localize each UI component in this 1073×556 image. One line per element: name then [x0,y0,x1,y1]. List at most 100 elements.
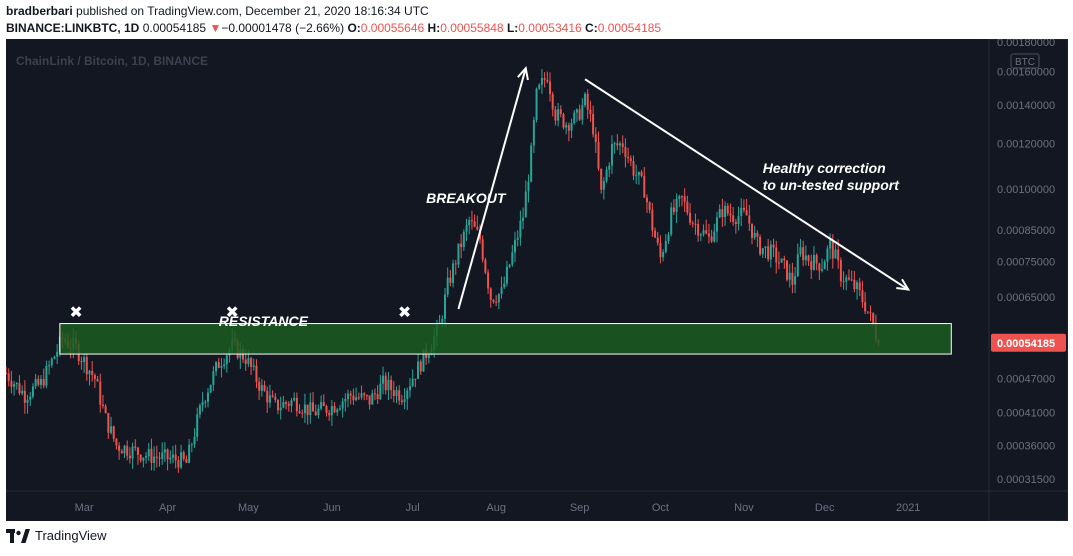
candle-body [629,158,632,162]
candle-body [290,400,293,406]
candle-body [441,318,444,323]
candle-body [516,237,519,240]
currency-badge-text: BTC [1015,57,1035,68]
breakout-arrow [457,67,527,310]
candle-body [306,404,309,416]
candle-body [123,445,126,454]
candle-body [858,282,861,291]
change-down-icon: ▼ [209,21,222,35]
candle-body [535,88,538,121]
candle-body [293,397,296,401]
candle-body [355,397,358,401]
candle-body [126,445,129,456]
candle-body [586,93,589,110]
candle-body [312,402,315,412]
y-tick-label: 0.00140000 [997,100,1055,112]
candle-body [546,79,549,82]
candle-body [602,181,605,190]
candle-body [7,373,10,381]
candle-body [683,196,686,202]
candle-body [406,390,409,400]
footer-brand[interactable]: TradingView [35,528,107,543]
candle-body [842,281,845,283]
candle-body [376,394,379,400]
candle-body [153,456,156,463]
candle-body [632,161,635,176]
candle-body [29,396,32,400]
candle-body [446,277,449,295]
candle-body [664,241,667,253]
resistance-label: RESISTANCE [219,313,309,329]
candle-body [791,272,794,285]
candle-body [295,397,298,412]
chart-canvas[interactable]: ChainLink / Bitcoin, 1D, BINANCE 0.001800… [6,39,1068,521]
author-name[interactable]: bradberbari [6,4,73,18]
candle-body [42,379,45,386]
symbol-label: BINANCE:LINKBTC, 1D [6,21,140,35]
candle-body [492,299,495,302]
candle-body [392,390,395,396]
candle-body [120,450,123,454]
x-tick-label: Mar [75,502,94,514]
candle-body [705,230,708,234]
candle-body [322,402,325,407]
candle-body [395,390,398,396]
candle-body [309,402,312,416]
high-value: 0.00055848 [440,21,504,35]
candle-body [764,246,767,249]
candle-body [597,142,600,169]
candle-body [13,384,16,387]
candle-body [861,290,864,303]
candle-body [697,223,700,236]
candle-body [341,401,344,409]
close-label: C: [585,21,598,35]
candle-body [34,379,37,387]
candle-body [753,232,756,238]
candle-body [107,413,110,433]
x-tick-label: 2021 [896,502,920,514]
chart-frame[interactable]: ChainLink / Bitcoin, 1D, BINANCE 0.001800… [6,39,1068,521]
candle-body [150,448,153,463]
candle-body [610,143,613,166]
candle-body [196,414,199,437]
candle-body [799,247,802,255]
candle-body [298,411,301,413]
candle-body [473,221,476,227]
candle-body [616,143,619,146]
publish-line: bradberbari published on TradingView.com… [6,4,429,18]
candle-body [732,215,735,222]
candle-body [169,457,172,460]
candle-body [702,230,705,235]
candle-body [357,397,360,399]
y-tick-label: 0.00120000 [997,138,1055,150]
candle-body [654,230,657,238]
candle-body [559,109,562,115]
correction-label-line1: Healthy correction [763,160,886,176]
candle-body [115,438,118,446]
tradingview-logo-icon[interactable] [6,528,30,543]
candle-body [850,279,853,281]
candle-body [10,380,13,387]
touch-marker-icon: ✖ [226,303,239,322]
candle-body [565,125,568,128]
candle-body [777,262,780,264]
candle-body [807,255,810,262]
candle-body [279,407,282,411]
candle-body [745,210,748,216]
candle-body [551,94,554,110]
candle-body [371,393,374,405]
open-label: O: [347,21,361,35]
candle-body [255,365,258,382]
candle-body [314,411,317,416]
candle-body [748,215,751,224]
candle-body [707,233,710,237]
candle-body [715,217,718,232]
candle-body [101,404,104,406]
candle-body [527,181,530,192]
candle-body [581,105,584,120]
close-value: 0.00054185 [597,21,662,35]
candle-body [740,207,743,216]
candle-body [645,197,648,203]
candle-body [460,243,463,248]
candle-body [139,454,142,461]
